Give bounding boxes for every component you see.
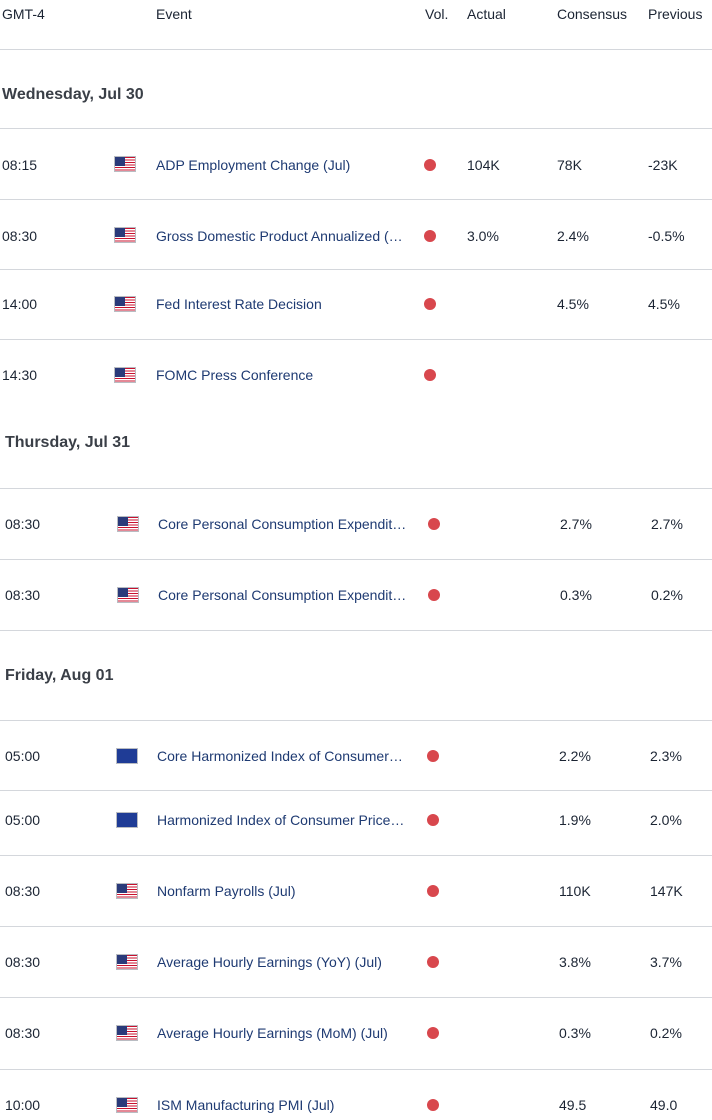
event-row[interactable]: 08:30 Average Hourly Earnings (MoM) (Jul… bbox=[0, 998, 712, 1070]
volatility-column-header: Vol. bbox=[425, 6, 449, 22]
high-volatility-icon bbox=[427, 814, 439, 826]
event-time: 08:30 bbox=[5, 587, 41, 603]
actual-value: 3.0% bbox=[467, 228, 499, 244]
high-volatility-icon bbox=[427, 1027, 439, 1039]
consensus-value: 2.4% bbox=[557, 228, 589, 244]
event-time: 08:15 bbox=[2, 157, 38, 173]
event-row[interactable]: 08:30 Gross Domestic Product Annualized … bbox=[0, 200, 712, 270]
actual-column-header: Actual bbox=[467, 6, 506, 22]
consensus-value: 2.2% bbox=[559, 748, 591, 764]
actual-value: 104K bbox=[467, 157, 500, 173]
event-time: 08:30 bbox=[2, 228, 38, 244]
event-row[interactable]: 08:30 Core Personal Consumption Expendit… bbox=[0, 489, 712, 560]
event-name[interactable]: FOMC Press Conference bbox=[156, 367, 314, 383]
event-name[interactable]: Core Personal Consumption Expendit… bbox=[158, 516, 407, 532]
event-row[interactable]: 08:30 Core Personal Consumption Expendit… bbox=[0, 560, 712, 631]
high-volatility-icon bbox=[428, 518, 440, 530]
eu-flag-icon bbox=[116, 812, 138, 828]
event-row[interactable]: 10:00 ISM Manufacturing PMI (Jul) 49.5 4… bbox=[0, 1070, 712, 1120]
event-row[interactable]: 14:30 FOMC Press Conference bbox=[0, 340, 712, 410]
event-name[interactable]: Harmonized Index of Consumer Price… bbox=[157, 812, 405, 828]
high-volatility-icon bbox=[427, 750, 439, 762]
consensus-value: 0.3% bbox=[560, 587, 592, 603]
high-volatility-icon bbox=[424, 159, 436, 171]
event-column-header: Event bbox=[156, 6, 192, 22]
high-volatility-icon bbox=[427, 1099, 439, 1111]
event-name[interactable]: Average Hourly Earnings (MoM) (Jul) bbox=[157, 1025, 388, 1041]
previous-column-header: Previous bbox=[648, 6, 703, 22]
us-flag-icon bbox=[114, 227, 136, 243]
us-flag-icon bbox=[114, 156, 136, 172]
event-name[interactable]: Gross Domestic Product Annualized (… bbox=[156, 228, 403, 244]
event-row[interactable]: 05:00 Core Harmonized Index of Consumer…… bbox=[0, 721, 712, 791]
day-header: Friday, Aug 01 bbox=[0, 630, 712, 721]
event-row[interactable]: 08:15 ADP Employment Change (Jul) 104K 7… bbox=[0, 129, 712, 200]
high-volatility-icon bbox=[428, 589, 440, 601]
high-volatility-icon bbox=[424, 298, 436, 310]
previous-value: 2.0% bbox=[650, 812, 682, 828]
previous-value: 3.7% bbox=[650, 954, 682, 970]
us-flag-icon bbox=[114, 367, 136, 383]
consensus-value: 49.5 bbox=[559, 1097, 587, 1113]
consensus-column-header: Consensus bbox=[557, 6, 628, 22]
event-name[interactable]: Core Personal Consumption Expendit… bbox=[158, 587, 407, 603]
previous-value: 49.0 bbox=[650, 1097, 678, 1113]
previous-value: -23K bbox=[648, 157, 678, 173]
event-time: 14:30 bbox=[2, 367, 38, 383]
event-name[interactable]: Core Harmonized Index of Consumer… bbox=[157, 748, 403, 764]
event-row[interactable]: 05:00 Harmonized Index of Consumer Price… bbox=[0, 791, 712, 856]
previous-value: 147K bbox=[650, 883, 683, 899]
event-name[interactable]: Average Hourly Earnings (YoY) (Jul) bbox=[157, 954, 382, 970]
high-volatility-icon bbox=[424, 230, 436, 242]
event-name[interactable]: ISM Manufacturing PMI (Jul) bbox=[157, 1097, 335, 1113]
consensus-value: 110K bbox=[559, 883, 591, 899]
high-volatility-icon bbox=[427, 885, 439, 897]
previous-value: 2.7% bbox=[651, 516, 683, 532]
event-row[interactable]: 08:30 Average Hourly Earnings (YoY) (Jul… bbox=[0, 927, 712, 998]
event-name[interactable]: Nonfarm Payrolls (Jul) bbox=[157, 883, 296, 899]
timezone-label[interactable]: GMT-4 bbox=[2, 6, 45, 22]
consensus-value: 78K bbox=[557, 157, 582, 173]
us-flag-icon bbox=[116, 1097, 138, 1113]
previous-value: 0.2% bbox=[651, 587, 683, 603]
consensus-value: 2.7% bbox=[560, 516, 592, 532]
us-flag-icon bbox=[117, 516, 139, 532]
previous-value: 0.2% bbox=[650, 1025, 682, 1041]
day-label: Friday, Aug 01 bbox=[5, 667, 114, 684]
consensus-value: 1.9% bbox=[559, 812, 591, 828]
eu-flag-icon bbox=[116, 748, 138, 764]
event-row[interactable]: 14:00 Fed Interest Rate Decision 4.5% 4.… bbox=[0, 270, 712, 340]
day-label: Thursday, Jul 31 bbox=[5, 434, 131, 451]
calendar-header: GMT-4 Event Vol. Actual Consensus Previo… bbox=[0, 0, 712, 50]
event-name[interactable]: Fed Interest Rate Decision bbox=[156, 296, 322, 312]
event-time: 08:30 bbox=[5, 1025, 41, 1041]
event-time: 10:00 bbox=[5, 1097, 41, 1113]
event-time: 14:00 bbox=[2, 296, 38, 312]
high-volatility-icon bbox=[424, 369, 436, 381]
high-volatility-icon bbox=[427, 956, 439, 968]
day-label: Wednesday, Jul 30 bbox=[2, 86, 144, 103]
day-header: Thursday, Jul 31 bbox=[0, 410, 712, 489]
consensus-value: 0.3% bbox=[559, 1025, 591, 1041]
previous-value: -0.5% bbox=[648, 228, 685, 244]
event-name[interactable]: ADP Employment Change (Jul) bbox=[156, 157, 351, 173]
event-row[interactable]: 08:30 Nonfarm Payrolls (Jul) 110K 147K bbox=[0, 856, 712, 927]
event-time: 05:00 bbox=[5, 748, 41, 764]
previous-value: 2.3% bbox=[650, 748, 682, 764]
us-flag-icon bbox=[116, 954, 138, 970]
us-flag-icon bbox=[116, 1025, 138, 1041]
event-time: 05:00 bbox=[5, 812, 41, 828]
event-time: 08:30 bbox=[5, 954, 41, 970]
consensus-value: 4.5% bbox=[557, 296, 589, 312]
event-time: 08:30 bbox=[5, 516, 41, 532]
us-flag-icon bbox=[116, 883, 138, 899]
previous-value: 4.5% bbox=[648, 296, 680, 312]
day-header: Wednesday, Jul 30 bbox=[0, 50, 712, 129]
consensus-value: 3.8% bbox=[559, 954, 591, 970]
us-flag-icon bbox=[117, 587, 139, 603]
us-flag-icon bbox=[114, 296, 136, 312]
event-time: 08:30 bbox=[5, 883, 41, 899]
